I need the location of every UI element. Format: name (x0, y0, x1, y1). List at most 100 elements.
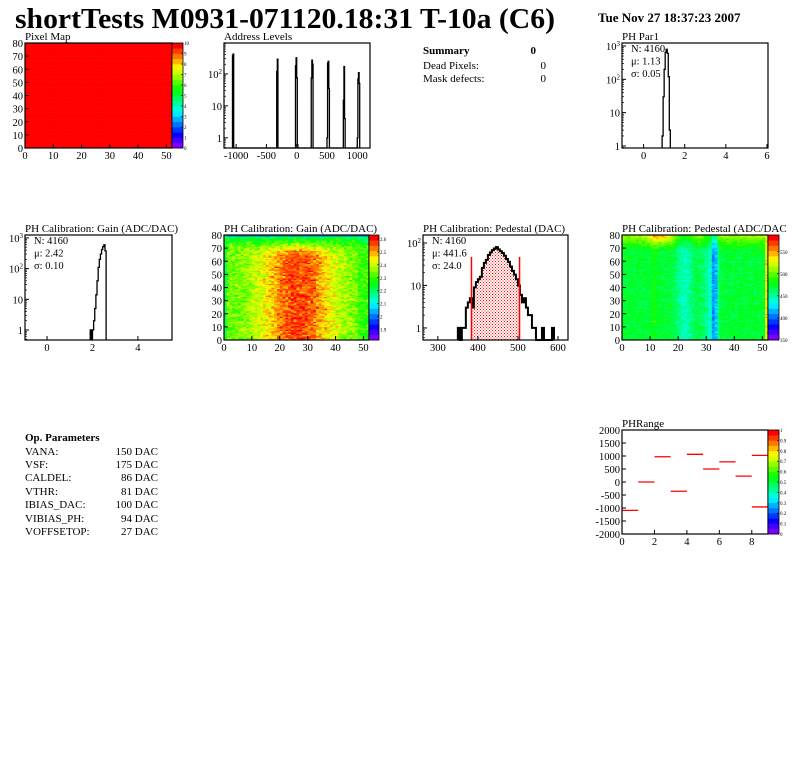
heatmap-cell (104, 85, 108, 87)
heatmap-cell (36, 74, 40, 77)
heatmap-cell (56, 85, 60, 87)
heatmap-cell (70, 43, 74, 45)
heatmap-cell (155, 79, 159, 82)
heatmap-cell (143, 133, 147, 136)
heatmap-cell (81, 65, 85, 67)
heatmap-cell (41, 83, 46, 86)
heatmap-cell (160, 96, 164, 99)
heatmap-cell (58, 92, 63, 95)
heatmap-cell (129, 79, 133, 82)
heatmap-cell (81, 53, 85, 56)
heatmap-cell (163, 128, 167, 130)
heatmap-cell (224, 298, 228, 300)
heatmap-cell (70, 54, 74, 57)
heatmap-cell (224, 271, 228, 274)
heatmap-cell (92, 108, 96, 111)
heatmap-cell (41, 82, 46, 84)
heatmap-cell (118, 62, 122, 65)
heatmap-cell (25, 69, 29, 71)
heatmap-cell (61, 44, 65, 46)
heatmap-cell (237, 316, 242, 318)
heatmap-cell (132, 73, 136, 75)
heatmap-cell (109, 50, 113, 53)
heatmap-cell (56, 77, 60, 79)
heatmap-cell (70, 141, 74, 144)
heatmap-cell (73, 137, 77, 140)
heatmap-cell (78, 64, 82, 66)
heatmap-cell (53, 78, 57, 81)
heatmap-cell (39, 134, 43, 137)
heatmap-cell (67, 91, 71, 94)
heatmap-cell (115, 60, 119, 62)
heatmap-cell (73, 44, 77, 46)
heatmap-cell (169, 129, 173, 132)
heatmap-cell (132, 129, 136, 132)
heatmap-cell (101, 52, 105, 54)
heatmap-cell (70, 81, 74, 83)
heatmap-cell (138, 111, 142, 113)
heatmap-cell (232, 313, 236, 316)
heatmap-cell (53, 46, 57, 49)
heatmap-cell (112, 107, 116, 109)
heatmap-cell (169, 132, 173, 134)
heatmap-cell (112, 50, 116, 53)
heatmap-cell (138, 134, 142, 137)
heatmap-cell (98, 43, 102, 45)
heatmap-cell (132, 56, 136, 58)
heatmap-cell (95, 134, 99, 137)
heatmap-cell (98, 144, 102, 146)
heatmap-cell (53, 100, 57, 103)
heatmap-cell (64, 92, 68, 95)
heatmap-cell (115, 94, 119, 96)
heatmap-cell (121, 144, 125, 146)
heatmap-cell (129, 49, 133, 52)
heatmap-cell (56, 137, 60, 140)
heatmap-cell (152, 137, 156, 140)
heatmap-cell (106, 127, 111, 129)
heatmap-cell (115, 86, 119, 88)
heatmap-cell (27, 45, 31, 48)
heatmap-cell (237, 236, 242, 238)
heatmap-cell (81, 102, 85, 104)
heatmap-cell (30, 113, 34, 116)
heatmap-cell (30, 57, 34, 60)
heatmap-cell (166, 104, 170, 107)
heatmap-cell (143, 141, 147, 144)
x-tick-label: 0 (294, 151, 299, 162)
heatmap-cell (121, 54, 125, 57)
heatmap-cell (232, 326, 236, 329)
heatmap-cell (163, 53, 167, 56)
heatmap-cell (146, 77, 150, 79)
heatmap-cell (157, 145, 161, 147)
heatmap-cell (95, 98, 99, 100)
heatmap-cell (50, 61, 54, 63)
heatmap-cell (87, 123, 91, 125)
heatmap-cell (237, 333, 242, 336)
heatmap-cell (44, 109, 48, 112)
heatmap-cell (47, 56, 51, 58)
heatmap-cell (53, 133, 57, 136)
heatmap-cell (169, 112, 173, 115)
heatmap-cell (36, 132, 40, 134)
heatmap-cell (25, 106, 29, 108)
heatmap-cell (58, 103, 63, 105)
heatmap-cell (87, 120, 91, 123)
heatmap-cell (109, 115, 113, 117)
heatmap-cell (237, 265, 242, 267)
heatmap-cell (84, 132, 88, 134)
heatmap-cell (95, 96, 99, 99)
heatmap-cell (106, 82, 111, 84)
heatmap-cell (61, 104, 65, 107)
heatmap-cell (143, 108, 147, 111)
heatmap-cell (95, 48, 99, 50)
heatmap-cell (118, 50, 122, 53)
heatmap-cell (98, 108, 102, 111)
heatmap-cell (163, 65, 167, 67)
heatmap-cell (146, 92, 150, 95)
heatmap-cell (27, 91, 31, 94)
heatmap-cell (58, 102, 63, 104)
heatmap-cell (146, 73, 150, 75)
heatmap-cell (163, 142, 167, 145)
heatmap-cell (87, 103, 91, 105)
heatmap-cell (47, 44, 51, 46)
